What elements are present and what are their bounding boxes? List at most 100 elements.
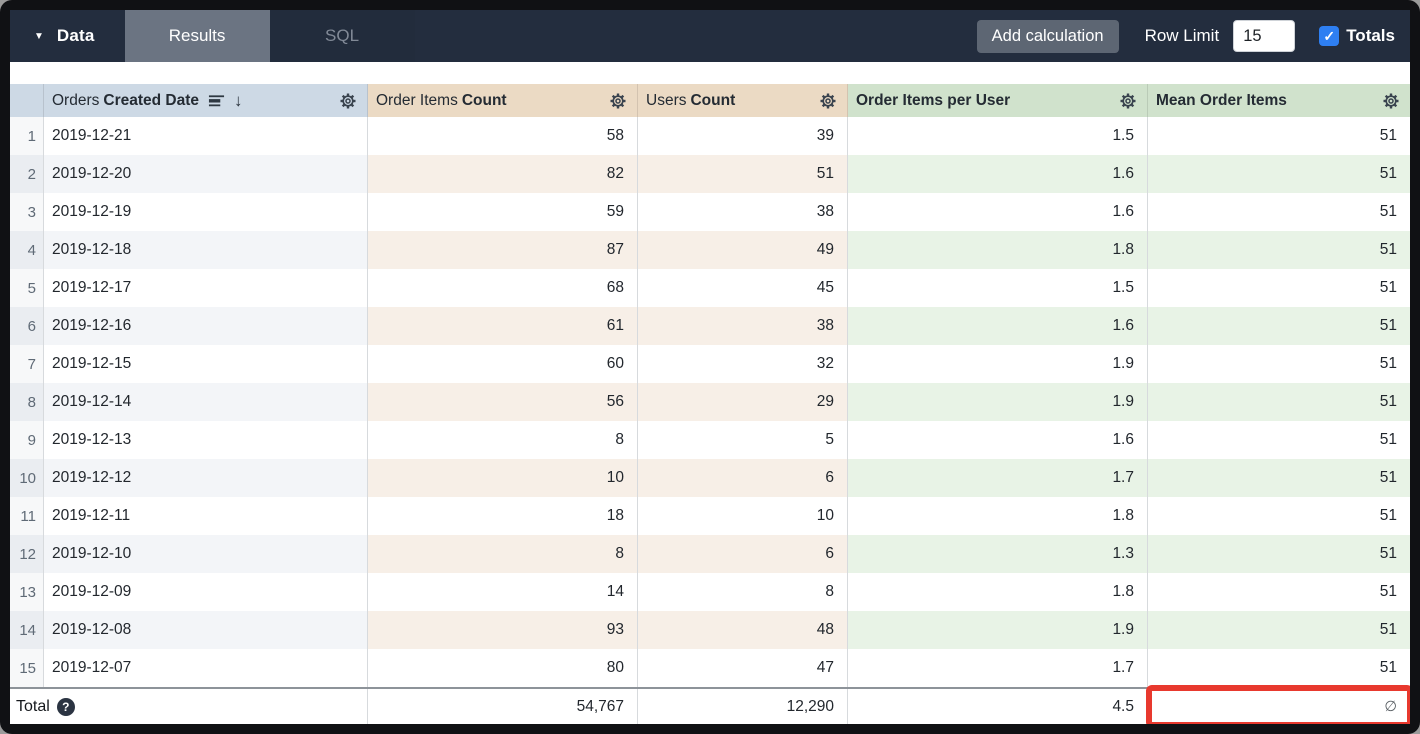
cell-order-items-count[interactable]: 58 [368,117,638,155]
cell-orders-created-date[interactable]: 2019-12-16 [44,307,368,345]
cell-order-items-per-user[interactable]: 1.5 [848,117,1148,155]
cell-users-count[interactable]: 32 [638,345,848,383]
cell-order-items-per-user[interactable]: 1.8 [848,573,1148,611]
gear-icon[interactable] [1382,92,1400,110]
cell-order-items-per-user[interactable]: 1.8 [848,231,1148,269]
cell-users-count[interactable]: 48 [638,611,848,649]
column-header-orders-created-date[interactable]: Orders Created Date ↓ [44,84,368,117]
cell-orders-created-date[interactable]: 2019-12-09 [44,573,368,611]
cell-order-items-per-user[interactable]: 1.9 [848,611,1148,649]
cell-mean-order-items[interactable]: 51 [1379,127,1397,144]
cell-order-items-per-user[interactable]: 1.6 [848,307,1148,345]
cell-orders-created-date[interactable]: 2019-12-07 [44,649,368,687]
subtotal-icon[interactable] [208,94,225,108]
cell-order-items-count[interactable]: 61 [368,307,638,345]
totals-checkbox[interactable]: ✓ [1319,26,1340,46]
cell-order-items-per-user[interactable]: 1.7 [848,649,1148,687]
cell-order-items-per-user[interactable]: 1.5 [848,269,1148,307]
cell-mean-order-items[interactable]: 51 [1379,431,1397,448]
help-question-icon[interactable]: ? [56,698,75,716]
cell-order-items-count[interactable]: 8 [368,535,638,573]
cell-order-items-per-user[interactable]: 1.7 [848,459,1148,497]
cell-orders-created-date[interactable]: 2019-12-08 [44,611,368,649]
cell-order-items-count[interactable]: 68 [368,269,638,307]
data-toolbar: ▼ Data Results SQL Add calculation Row L… [10,10,1410,62]
cell-orders-created-date[interactable]: 2019-12-18 [44,231,368,269]
cell-orders-created-date[interactable]: 2019-12-10 [44,535,368,573]
row-limit-input[interactable] [1233,20,1296,52]
column-header-mean-order-items[interactable]: Mean Order Items [1148,84,1410,117]
cell-order-items-per-user[interactable]: 1.6 [848,421,1148,459]
cell-order-items-count[interactable]: 10 [368,459,638,497]
cell-users-count[interactable]: 8 [638,573,848,611]
cell-mean-order-items[interactable]: 51 [1148,535,1410,573]
cell-orders-created-date[interactable]: 2019-12-13 [44,421,368,459]
cell-orders-created-date[interactable]: 2019-12-17 [44,269,368,307]
cell-users-count[interactable]: 49 [638,231,848,269]
cell-order-items-count[interactable]: 56 [368,383,638,421]
cell-mean-order-items[interactable]: 51 [1148,231,1410,269]
cell-order-items-per-user[interactable]: 1.3 [848,535,1148,573]
cell-users-count[interactable]: 38 [638,307,848,345]
sort-desc-arrow-icon[interactable]: ↓ [234,91,243,110]
cell-orders-created-date[interactable]: 2019-12-11 [44,497,368,535]
header-field-name: Count [461,91,507,109]
cell-mean-order-items[interactable]: 51 [1148,155,1410,193]
add-calculation-button[interactable]: Add calculation [976,19,1119,53]
gear-icon[interactable] [609,92,627,110]
cell-mean-order-items[interactable]: 51 [1379,279,1397,296]
cell-mean-order-items[interactable]: 51 [1148,611,1410,649]
cell-users-count[interactable]: 45 [638,269,848,307]
cell-users-count[interactable]: 47 [638,649,848,687]
cell-mean-order-items[interactable]: 51 [1148,307,1410,345]
cell-mean-order-items[interactable]: 51 [1148,383,1410,421]
header-field-name: Mean Order Items [1156,91,1287,109]
cell-order-items-count[interactable]: 82 [368,155,638,193]
cell-users-count[interactable]: 6 [638,459,848,497]
cell-order-items-count[interactable]: 93 [368,611,638,649]
column-header-order-items-per-user[interactable]: Order Items per User [848,84,1148,117]
tab-results[interactable]: Results [124,10,270,62]
cell-mean-order-items[interactable]: 51 [1379,507,1397,524]
cell-order-items-per-user[interactable]: 1.9 [848,345,1148,383]
cell-order-items-count[interactable]: 8 [368,421,638,459]
cell-users-count[interactable]: 29 [638,383,848,421]
cell-order-items-count[interactable]: 59 [368,193,638,231]
row-number: 13 [10,573,44,611]
cell-order-items-count[interactable]: 87 [368,231,638,269]
cell-order-items-count[interactable]: 14 [368,573,638,611]
cell-users-count[interactable]: 10 [638,497,848,535]
cell-mean-order-items[interactable]: 51 [1379,203,1397,220]
data-section-toggle[interactable]: ▼ Data [10,10,125,62]
gear-icon[interactable] [1119,92,1137,110]
cell-mean-order-items[interactable]: 51 [1379,355,1397,372]
cell-mean-order-items[interactable]: 51 [1379,583,1397,600]
cell-order-items-per-user[interactable]: 1.6 [848,155,1148,193]
cell-order-items-per-user[interactable]: 1.9 [848,383,1148,421]
cell-users-count[interactable]: 38 [638,193,848,231]
explore-data-panel: ▼ Data Results SQL Add calculation Row L… [10,10,1410,724]
cell-orders-created-date[interactable]: 2019-12-12 [44,459,368,497]
cell-orders-created-date[interactable]: 2019-12-15 [44,345,368,383]
gear-icon[interactable] [339,92,357,110]
cell-users-count[interactable]: 6 [638,535,848,573]
tab-sql[interactable]: SQL [269,10,415,62]
cell-mean-order-items[interactable]: 51 [1148,459,1410,497]
cell-order-items-count[interactable]: 60 [368,345,638,383]
cell-users-count[interactable]: 39 [638,117,848,155]
cell-mean-order-items[interactable]: 51 [1379,659,1397,676]
cell-order-items-per-user[interactable]: 1.8 [848,497,1148,535]
cell-orders-created-date[interactable]: 2019-12-20 [44,155,368,193]
cell-order-items-count[interactable]: 18 [368,497,638,535]
column-header-users-count[interactable]: Users Count [638,84,848,117]
cell-orders-created-date[interactable]: 2019-12-14 [44,383,368,421]
cell-order-items-count[interactable]: 80 [368,649,638,687]
cell-orders-created-date[interactable]: 2019-12-19 [44,193,368,231]
column-header-order-items-count[interactable]: Order Items Count [368,84,638,117]
cell-order-items-per-user[interactable]: 1.6 [848,193,1148,231]
gear-icon[interactable] [819,92,837,110]
cell-orders-created-date[interactable]: 2019-12-21 [44,117,368,155]
totals-toggle[interactable]: ✓ Totals [1319,26,1395,46]
cell-users-count[interactable]: 5 [638,421,848,459]
cell-users-count[interactable]: 51 [638,155,848,193]
